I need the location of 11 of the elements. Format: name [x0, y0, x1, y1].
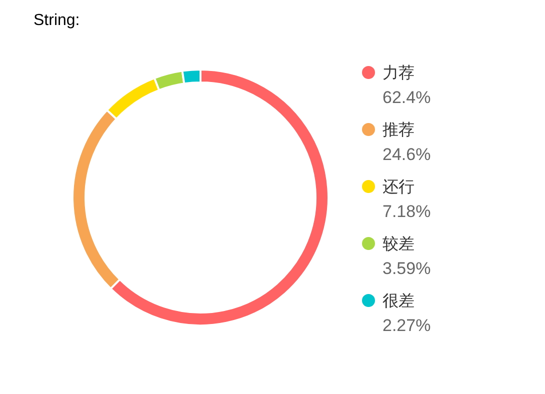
data-label: 7.18% [382, 202, 431, 221]
legend-label: 很差 [382, 291, 414, 310]
legend-label: 推荐 [382, 120, 414, 139]
chart-title: String: [34, 12, 80, 29]
data-label: 62.4% [382, 88, 431, 107]
data-label: 2.27% [382, 316, 431, 335]
legend-label: 力荐 [382, 63, 414, 82]
legend-label: 较差 [382, 234, 414, 253]
data-label: 24.6% [382, 145, 431, 164]
legend-label: 还行 [382, 177, 414, 196]
data-label: 3.59% [382, 259, 431, 278]
